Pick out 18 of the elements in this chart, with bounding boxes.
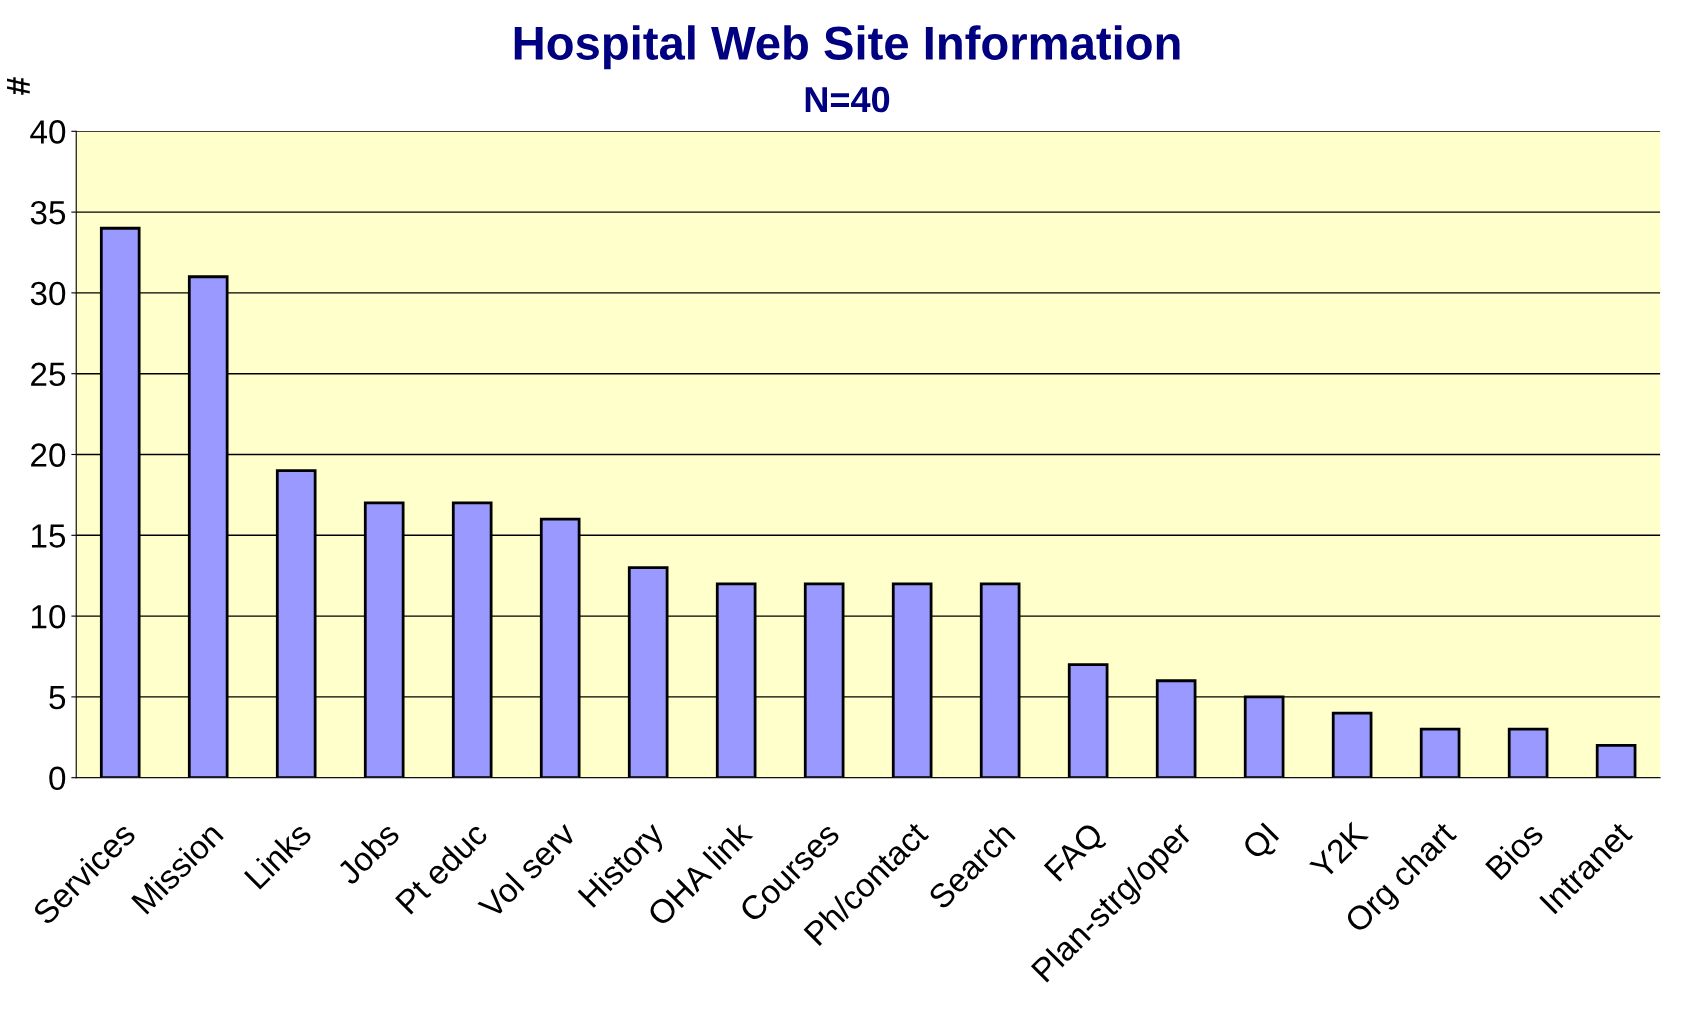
x-tick-label: Y2K <box>1308 820 1369 881</box>
chart-subtitle: N=40 <box>805 86 890 113</box>
y-tick-label: 10 <box>31 604 66 629</box>
y-tick-label: 40 <box>30 120 66 144</box>
bar <box>1419 727 1461 778</box>
bar <box>1595 743 1637 778</box>
y-axis-title: # <box>7 77 30 95</box>
y-tick-label: 15 <box>31 524 66 548</box>
chart-title: Hospital Web Site Information <box>514 25 1180 70</box>
x-tick-label: QI <box>1241 822 1284 865</box>
y-tick-label: 30 <box>30 281 66 306</box>
bar <box>1331 711 1373 778</box>
y-tick-label: 0 <box>49 766 66 791</box>
y-tick-label: 35 <box>30 200 66 225</box>
y-tick-label: 25 <box>31 362 66 387</box>
y-tick-label: 20 <box>31 443 66 467</box>
bar <box>1507 727 1549 778</box>
y-tick-label: 5 <box>49 686 66 710</box>
